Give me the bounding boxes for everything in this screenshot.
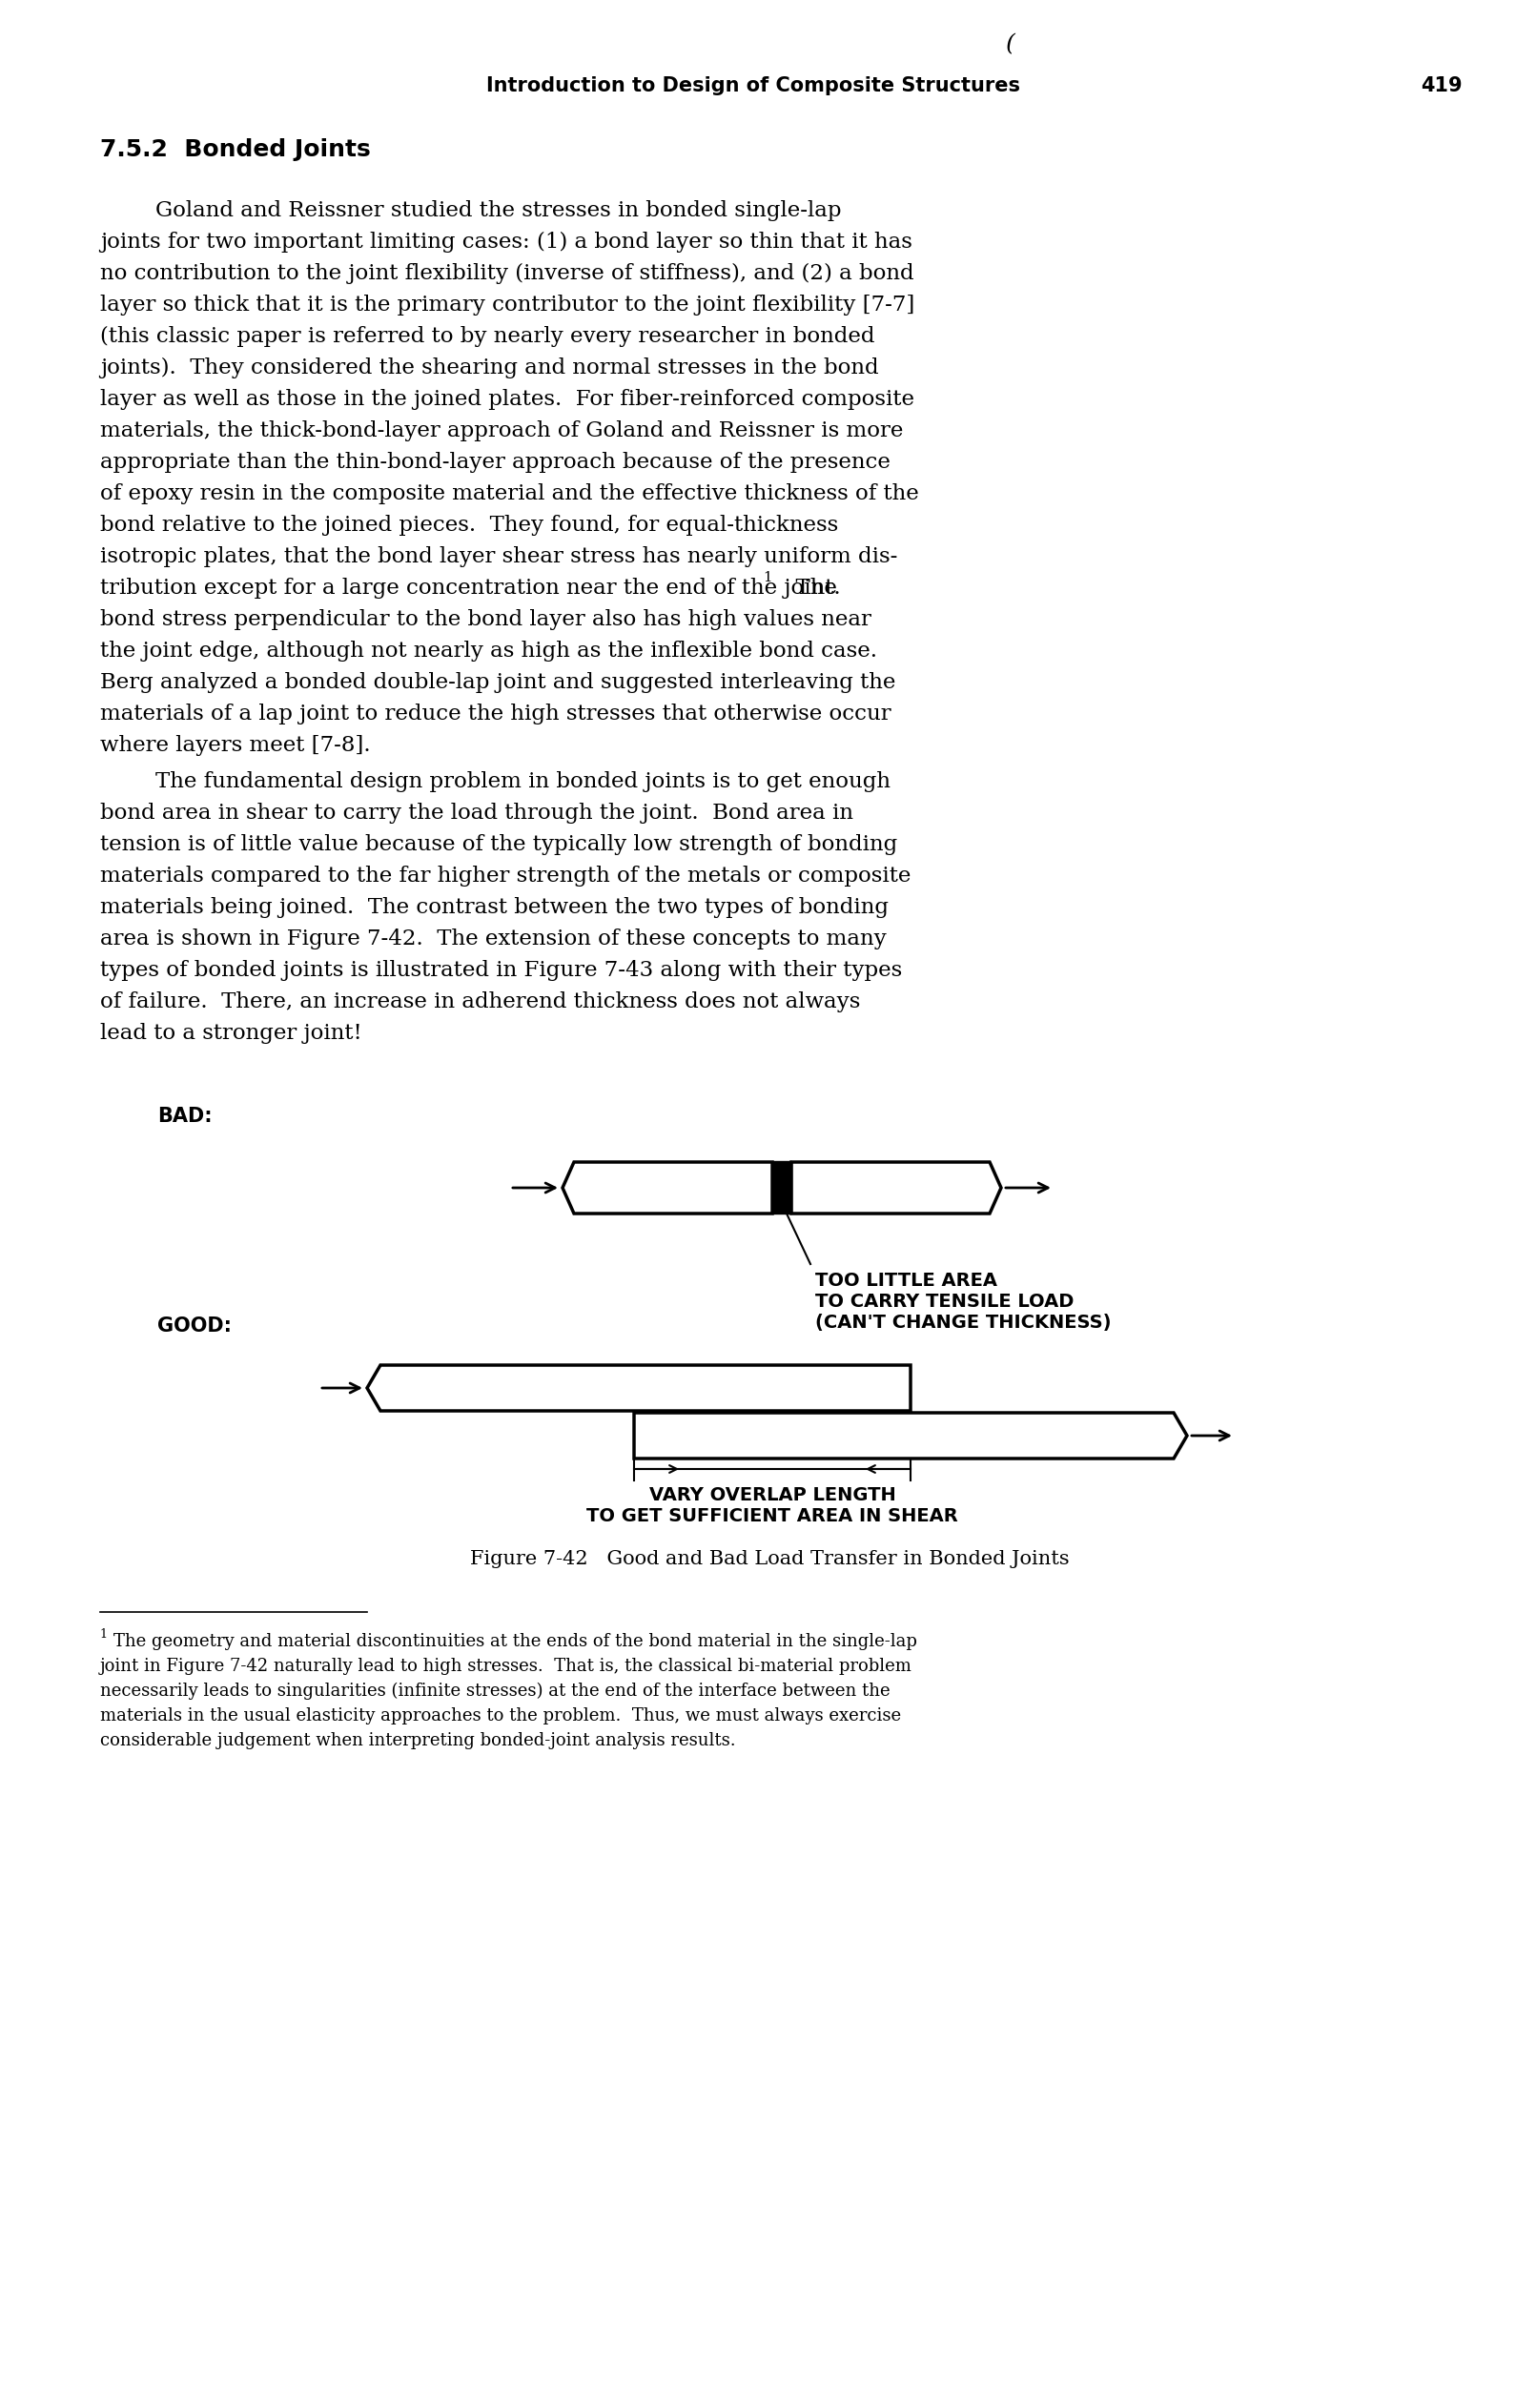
Text: Goland and Reissner studied the stresses in bonded single-lap: Goland and Reissner studied the stresses…: [100, 200, 842, 222]
Text: GOOD:: GOOD:: [157, 1317, 232, 1336]
Text: (CAN'T CHANGE THICKNESS): (CAN'T CHANGE THICKNESS): [816, 1315, 1111, 1332]
Text: TO CARRY TENSILE LOAD: TO CARRY TENSILE LOAD: [816, 1293, 1074, 1310]
Text: types of bonded joints is illustrated in Figure 7-43 along with their types: types of bonded joints is illustrated in…: [100, 961, 902, 980]
Text: 1: 1: [763, 571, 771, 585]
Text: 7.5.2  Bonded Joints: 7.5.2 Bonded Joints: [100, 137, 370, 161]
Text: BAD:: BAD:: [157, 1108, 212, 1127]
Text: appropriate than the thin-bond-layer approach because of the presence: appropriate than the thin-bond-layer app…: [100, 453, 891, 472]
Text: Introduction to Design of Composite Structures: Introduction to Design of Composite Stru…: [487, 77, 1020, 96]
Text: materials, the thick-bond-layer approach of Goland and Reissner is more: materials, the thick-bond-layer approach…: [100, 421, 903, 441]
Text: necessarily leads to singularities (infinite stresses) at the end of the interfa: necessarily leads to singularities (infi…: [100, 1683, 891, 1700]
Polygon shape: [562, 1163, 773, 1214]
Text: where layers meet [7-8].: where layers meet [7-8].: [100, 734, 370, 756]
Text: TO GET SUFFICIENT AREA IN SHEAR: TO GET SUFFICIENT AREA IN SHEAR: [587, 1507, 958, 1524]
Text: (this classic paper is referred to by nearly every researcher in bonded: (this classic paper is referred to by ne…: [100, 325, 876, 347]
Text: lead to a stronger joint!: lead to a stronger joint!: [100, 1023, 362, 1043]
Text: joints).  They considered the shearing and normal stresses in the bond: joints). They considered the shearing an…: [100, 356, 879, 378]
Text: the joint edge, although not nearly as high as the inflexible bond case.: the joint edge, although not nearly as h…: [100, 641, 877, 662]
Text: 419: 419: [1421, 77, 1462, 96]
Text: no contribution to the joint flexibility (inverse of stiffness), and (2) a bond: no contribution to the joint flexibility…: [100, 262, 914, 284]
Text: tribution except for a large concentration near the end of the joint.: tribution except for a large concentrati…: [100, 578, 840, 600]
Polygon shape: [367, 1365, 911, 1411]
Text: The geometry and material discontinuities at the ends of the bond material in th: The geometry and material discontinuitie…: [114, 1633, 917, 1649]
Text: The: The: [782, 578, 837, 600]
Text: materials in the usual elasticity approaches to the problem.  Thus, we must alwa: materials in the usual elasticity approa…: [100, 1707, 902, 1724]
Text: of failure.  There, an increase in adherend thickness does not always: of failure. There, an increase in adhere…: [100, 992, 860, 1011]
Text: VARY OVERLAP LENGTH: VARY OVERLAP LENGTH: [648, 1486, 895, 1505]
Text: of epoxy resin in the composite material and the effective thickness of the: of epoxy resin in the composite material…: [100, 484, 919, 503]
Text: layer so thick that it is the primary contributor to the joint flexibility [7-7]: layer so thick that it is the primary co…: [100, 294, 915, 315]
Text: considerable judgement when interpreting bonded-joint analysis results.: considerable judgement when interpreting…: [100, 1731, 736, 1748]
Text: The fundamental design problem in bonded joints is to get enough: The fundamental design problem in bonded…: [100, 771, 891, 792]
Text: (: (: [1006, 34, 1015, 55]
Text: layer as well as those in the joined plates.  For fiber-reinforced composite: layer as well as those in the joined pla…: [100, 390, 914, 409]
Text: materials of a lap joint to reduce the high stresses that otherwise occur: materials of a lap joint to reduce the h…: [100, 703, 891, 725]
Polygon shape: [634, 1413, 1187, 1459]
Polygon shape: [791, 1163, 1001, 1214]
Text: bond relative to the joined pieces.  They found, for equal-thickness: bond relative to the joined pieces. They…: [100, 515, 839, 535]
Text: Berg analyzed a bonded double-lap joint and suggested interleaving the: Berg analyzed a bonded double-lap joint …: [100, 672, 895, 694]
Text: 1: 1: [100, 1628, 108, 1640]
Text: bond area in shear to carry the load through the joint.  Bond area in: bond area in shear to carry the load thr…: [100, 802, 854, 824]
Text: materials being joined.  The contrast between the two types of bonding: materials being joined. The contrast bet…: [100, 898, 889, 917]
Text: TOO LITTLE AREA: TOO LITTLE AREA: [816, 1271, 997, 1291]
Text: joint in Figure 7-42 naturally lead to high stresses.  That is, the classical bi: joint in Figure 7-42 naturally lead to h…: [100, 1657, 912, 1676]
Text: Figure 7-42   Good and Bad Load Transfer in Bonded Joints: Figure 7-42 Good and Bad Load Transfer i…: [470, 1551, 1069, 1568]
Text: tension is of little value because of the typically low strength of bonding: tension is of little value because of th…: [100, 833, 897, 855]
Bar: [773, 1161, 791, 1214]
Text: area is shown in Figure 7-42.  The extension of these concepts to many: area is shown in Figure 7-42. The extens…: [100, 929, 886, 949]
Text: bond stress perpendicular to the bond layer also has high values near: bond stress perpendicular to the bond la…: [100, 609, 871, 631]
Text: joints for two important limiting cases: (1) a bond layer so thin that it has: joints for two important limiting cases:…: [100, 231, 912, 253]
Text: isotropic plates, that the bond layer shear stress has nearly uniform dis-: isotropic plates, that the bond layer sh…: [100, 547, 897, 568]
Text: materials compared to the far higher strength of the metals or composite: materials compared to the far higher str…: [100, 864, 911, 886]
